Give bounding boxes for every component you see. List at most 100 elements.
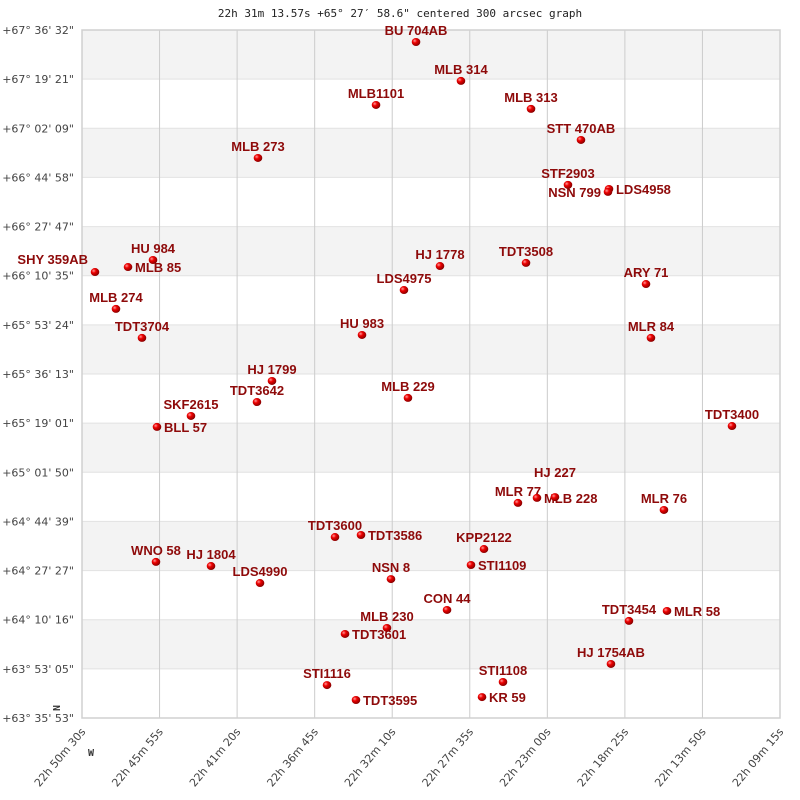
star-label: BU 704AB	[385, 23, 448, 38]
y-tick-label: +67° 02' 09"	[2, 122, 74, 135]
star-label: BLL 57	[164, 420, 207, 435]
star-point	[513, 498, 523, 507]
row-band	[82, 128, 780, 178]
y-tick-label: +63° 35' 53"	[2, 712, 74, 725]
star-label: MLB 314	[434, 62, 488, 77]
star-point	[111, 304, 121, 313]
y-tick-label: +65° 01' 50"	[2, 466, 74, 479]
x-tick-label: 22h 27m 35s	[420, 725, 477, 789]
star-point	[550, 493, 560, 502]
star-label: CON 44	[424, 591, 472, 606]
grid-lines	[81, 29, 781, 719]
star-point	[563, 180, 573, 189]
y-tick-label: +66° 10' 35"	[2, 270, 74, 283]
star-label: HJ 1799	[247, 362, 296, 377]
star-label: HJ 1804	[186, 547, 236, 562]
star-label: WNO 58	[131, 543, 181, 558]
star-point	[151, 557, 161, 566]
x-tick-label: 22h 18m 25s	[575, 725, 632, 789]
star-label: LDS4958	[616, 182, 671, 197]
x-tick-label: 22h 45m 55s	[109, 725, 166, 789]
star-label: STT 470AB	[547, 121, 616, 136]
y-tick-label: +66° 27' 47"	[2, 221, 74, 234]
star-point	[466, 561, 476, 570]
star-label: TDT3600	[308, 518, 362, 533]
star-label: MLB 230	[360, 609, 413, 624]
row-band	[82, 521, 780, 571]
star-point	[90, 268, 100, 277]
star-point	[255, 579, 265, 588]
x-tick-label: 22h 36m 45s	[264, 725, 321, 789]
y-tick-label: +63° 53' 05"	[2, 663, 74, 676]
plot-border	[81, 29, 781, 719]
row-band	[82, 374, 780, 424]
star-label: MLB1101	[348, 86, 404, 101]
star-point	[403, 393, 413, 402]
y-tick-label: +65° 19' 01"	[2, 417, 74, 430]
star-point	[456, 76, 466, 85]
y-tick-label: +67° 36' 32"	[2, 24, 74, 37]
x-axis-ticks: 22h 50m 30s 22h 45m 55s 22h 41m 20s 22h 36m…	[32, 725, 787, 789]
star-label: NSN 799	[548, 185, 601, 200]
star-point	[624, 616, 634, 625]
star-point	[371, 100, 381, 109]
star-point	[435, 262, 445, 271]
x-tick-label: 22h 23m 00s	[497, 725, 554, 789]
star-point	[603, 187, 613, 196]
row-band	[82, 619, 780, 669]
star-label: TDT3586	[368, 528, 422, 543]
star-points: BU 704AB MLB 314 MLB1101 MLB 313 STT 470AB ML…	[17, 23, 759, 708]
y-tick-label: +65° 53' 24"	[2, 319, 74, 332]
star-point	[727, 422, 737, 431]
star-point	[521, 258, 531, 267]
star-point	[152, 422, 162, 431]
star-label: MLR 77	[495, 484, 541, 499]
y-axis-ticks: +67° 36' 32" +67° 19' 21" +67° 02' 09" +66°…	[2, 24, 74, 725]
row-band	[82, 79, 780, 129]
row-band	[82, 668, 780, 718]
x-tick-label: 22h 32m 10s	[342, 725, 399, 789]
star-point	[498, 677, 508, 686]
star-point	[576, 135, 586, 144]
star-label: TDT3508	[499, 244, 553, 259]
star-point	[386, 575, 396, 584]
star-label: MLR 84	[628, 319, 675, 334]
star-point	[206, 562, 216, 571]
star-point	[532, 493, 542, 502]
star-point	[267, 376, 277, 385]
star-point	[399, 286, 409, 295]
star-label: STF2903	[541, 166, 594, 181]
y-tick-label: +64° 27' 27"	[2, 565, 74, 578]
y-tick-label: +66° 44' 58"	[2, 171, 74, 184]
star-point	[252, 398, 262, 407]
star-label: STI1116	[303, 666, 351, 681]
star-point	[479, 545, 489, 554]
star-label: TDT3454	[602, 602, 657, 617]
star-point	[357, 330, 367, 339]
star-label: LDS4975	[377, 271, 432, 286]
star-label: MLB 229	[381, 379, 434, 394]
north-label: N	[52, 705, 63, 711]
star-label: HJ 1778	[415, 247, 464, 262]
y-tick-label: +64° 10' 16"	[2, 614, 74, 627]
star-point	[351, 696, 361, 705]
x-tick-label: 22h 13m 50s	[652, 725, 709, 789]
chart-title: 22h 31m 13.57s +65° 27′ 58.6" centered 3…	[218, 7, 582, 20]
star-label: HJ 227	[534, 465, 576, 480]
star-label: SHY 359AB	[17, 252, 88, 267]
star-point	[356, 530, 366, 539]
west-label: W	[88, 748, 95, 759]
x-tick-label: 22h 41m 20s	[187, 725, 244, 789]
star-label: TDT3642	[230, 383, 284, 398]
y-tick-label: +67° 19' 21"	[2, 73, 74, 86]
row-band	[82, 177, 780, 227]
row-band	[82, 226, 780, 276]
row-bands	[82, 30, 780, 718]
star-label: TDT3601	[352, 627, 406, 642]
star-label: SKF2615	[164, 397, 219, 412]
star-label: MLB 274	[89, 290, 143, 305]
y-tick-label: +64° 44' 39"	[2, 515, 74, 528]
star-label: MLB 273	[231, 139, 284, 154]
row-band	[82, 423, 780, 473]
